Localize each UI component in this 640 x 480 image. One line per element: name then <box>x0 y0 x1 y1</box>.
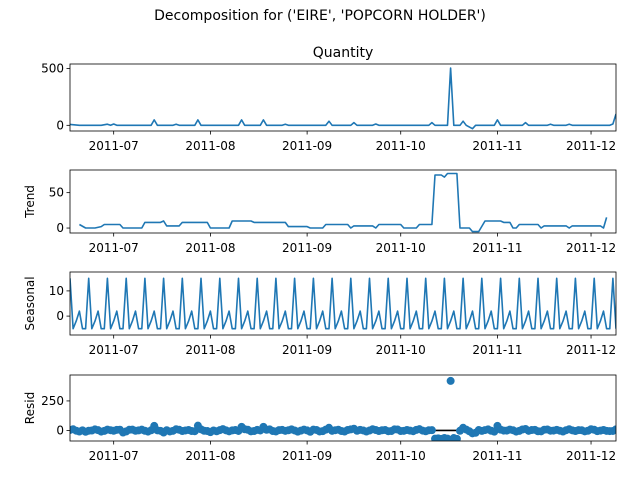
x-tick-label: 2011-10 <box>376 241 426 255</box>
x-tick-label: 2011-11 <box>472 343 522 357</box>
x-tick-label: 2011-08 <box>185 449 235 463</box>
x-tick-label: 2011-11 <box>472 449 522 463</box>
resid-point <box>237 422 246 431</box>
plot-area <box>70 376 616 441</box>
x-tick-label: 2011-08 <box>185 343 235 357</box>
panel-4: 0 250 2011-07 2011-08 2011-09 2011-10 2011-11 2… <box>23 374 617 463</box>
y-tick-label: 0 <box>56 309 64 323</box>
x-tick-label: 2011-08 <box>185 139 235 153</box>
resid-point <box>471 428 480 437</box>
x-tick-label: 2011-07 <box>89 449 139 463</box>
x-tick-label: 2011-12 <box>566 449 616 463</box>
panel-1: 0 500 2011-07 2011-08 2011-09 2011-10 2011-11 2… <box>41 45 617 153</box>
resid-point <box>159 428 168 437</box>
x-tick-label: 2011-12 <box>566 139 616 153</box>
x-tick-label: 2011-12 <box>566 241 616 255</box>
x-tick-label: 2011-10 <box>376 139 426 153</box>
y-tick-label: 500 <box>41 62 64 76</box>
axes-frame <box>69 169 617 234</box>
resid-point <box>493 421 502 430</box>
resid-point <box>349 424 358 433</box>
series-line-2 <box>79 172 608 233</box>
resid-point <box>119 428 128 437</box>
y-axis-label: Resid <box>23 392 37 424</box>
resid-point <box>443 434 452 441</box>
resid-point <box>427 426 436 435</box>
plot-area <box>70 67 616 130</box>
panel-2: 0 50 2011-07 2011-08 2011-09 2011-10 2011-11 20… <box>23 169 617 255</box>
y-axis-label: Seasonal <box>23 276 37 330</box>
panel-3: 0 10 2011-07 2011-08 2011-09 2011-10 2011-11 20… <box>23 271 617 357</box>
x-tick-label: 2011-09 <box>282 241 332 255</box>
y-axis-label: Trend <box>23 185 37 219</box>
y-tick-label: 0 <box>56 221 64 235</box>
x-tick-label: 2011-10 <box>376 449 426 463</box>
y-tick-label: 0 <box>56 423 64 437</box>
resid-point <box>206 428 215 437</box>
plot-area <box>70 277 616 330</box>
resid-point <box>81 427 90 436</box>
x-tick-label: 2011-10 <box>376 343 426 357</box>
x-tick-label: 2011-09 <box>282 139 332 153</box>
y-tick-label: 10 <box>49 284 64 298</box>
series-line-1 <box>70 67 616 130</box>
resid-point <box>193 421 202 430</box>
x-tick-label: 2011-09 <box>282 449 332 463</box>
axes-frame <box>69 374 617 442</box>
x-tick-label: 2011-12 <box>566 343 616 357</box>
resid-point <box>459 423 468 432</box>
resid-point <box>446 376 455 385</box>
x-tick-label: 2011-09 <box>282 343 332 357</box>
resid-point <box>150 421 159 430</box>
figure-title: Decomposition for ('EIRE', 'POPCORN HOLD… <box>154 8 486 24</box>
panel-title: Quantity <box>313 45 374 61</box>
x-tick-label: 2011-11 <box>472 241 522 255</box>
y-tick-label: 250 <box>41 394 64 408</box>
resid-point <box>306 427 315 436</box>
x-tick-label: 2011-11 <box>472 139 522 153</box>
resid-point <box>521 424 530 433</box>
x-tick-label: 2011-08 <box>185 241 235 255</box>
plot-area <box>79 172 608 233</box>
resid-point <box>608 426 616 435</box>
resid-point <box>324 423 333 432</box>
series-line-3 <box>70 277 616 330</box>
x-tick-label: 2011-07 <box>89 343 139 357</box>
axes-frame <box>69 271 617 336</box>
y-tick-label: 0 <box>56 118 64 132</box>
x-tick-label: 2011-07 <box>89 139 139 153</box>
resid-point <box>452 434 461 441</box>
y-tick-label: 50 <box>49 186 64 200</box>
axes-frame <box>69 63 617 132</box>
resid-point <box>259 422 268 431</box>
x-tick-label: 2011-07 <box>89 241 139 255</box>
